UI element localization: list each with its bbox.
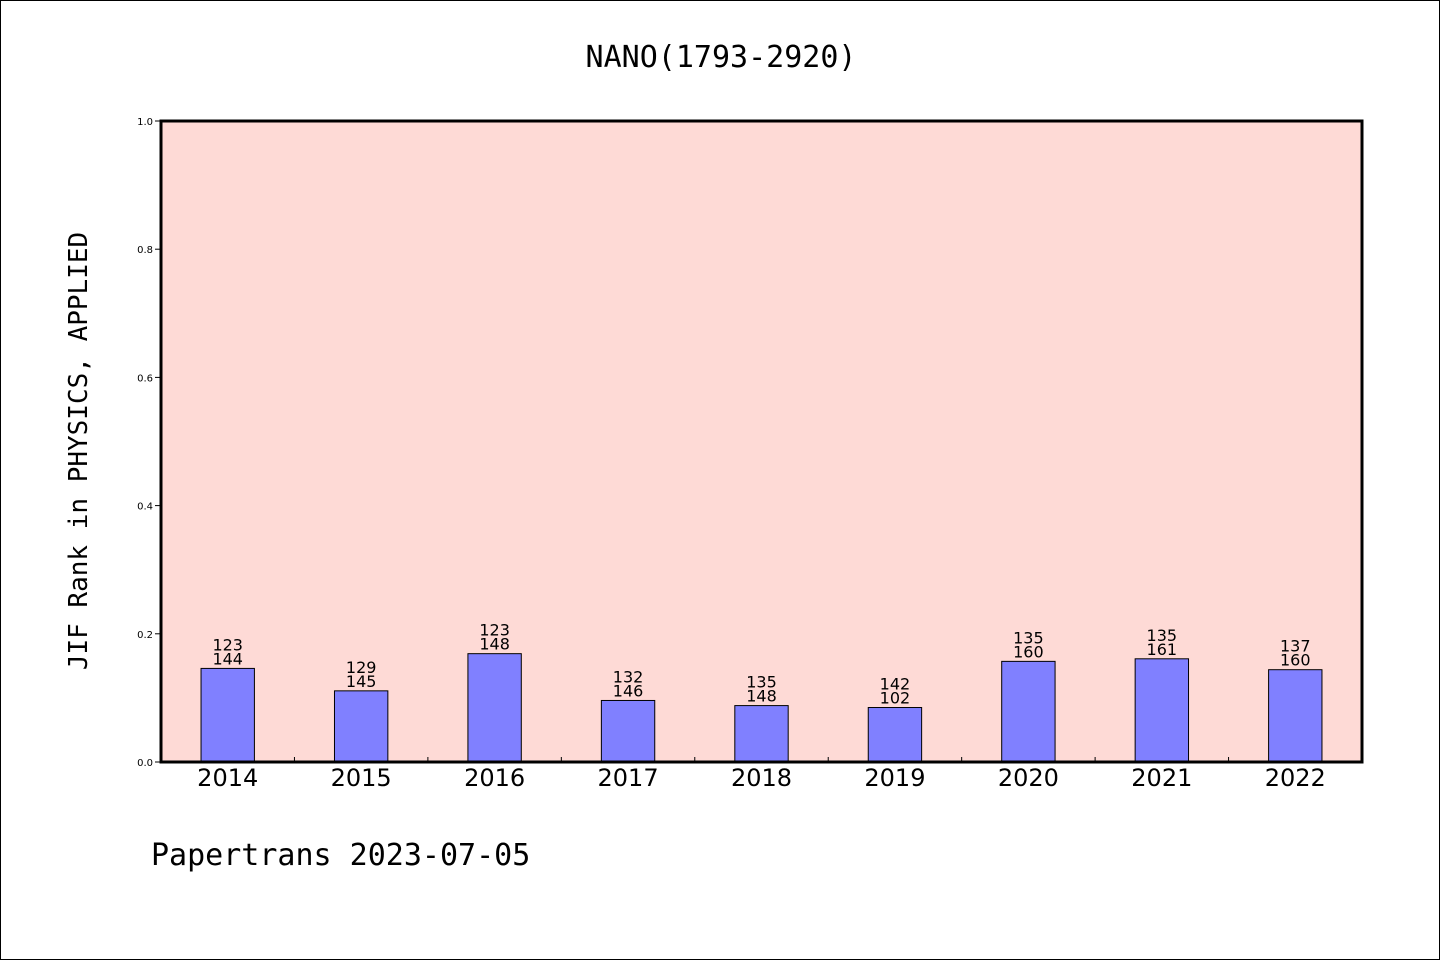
total-label: 148	[479, 635, 510, 654]
y-tick-label: 0.2	[137, 630, 153, 641]
bar-2018	[734, 705, 789, 763]
total-label: 144	[212, 649, 243, 668]
rank-label: 135	[1013, 628, 1044, 647]
rank-label: 129	[346, 658, 377, 677]
bar-2014	[200, 667, 255, 763]
bar-2019	[867, 707, 923, 763]
bar-2016	[467, 653, 522, 763]
total-label: 145	[346, 672, 377, 691]
x-tick-label: 2017	[598, 764, 659, 792]
x-tick-label: 2019	[864, 764, 925, 792]
bar-2021	[1134, 658, 1190, 763]
chart-title: NANO(1793-2920)	[586, 40, 857, 75]
x-tick-label: 2018	[731, 764, 792, 792]
y-tick-label: 0.4	[137, 502, 153, 513]
x-tick-label: 2021	[1131, 764, 1192, 792]
plot-frame	[159, 119, 1364, 764]
bar-2020	[1001, 660, 1056, 763]
x-tick-label: 2020	[998, 764, 1059, 792]
rank-label: 123	[479, 621, 510, 640]
rank-label: 137	[1280, 637, 1311, 656]
plot-area	[161, 121, 1362, 762]
rank-label: 142	[880, 675, 911, 694]
x-tick-label: 2014	[197, 764, 258, 792]
total-label: 160	[1013, 642, 1044, 661]
y-tick-label: 1.0	[137, 117, 153, 128]
total-label: 160	[1280, 651, 1311, 670]
x-tick-label: 2016	[464, 764, 525, 792]
total-label: 148	[746, 687, 777, 706]
rank-label: 135	[1147, 626, 1178, 645]
rank-label: 132	[613, 667, 644, 686]
x-tick-label: 2015	[331, 764, 392, 792]
y-tick-label: 0.8	[137, 245, 153, 256]
total-label: 146	[613, 681, 644, 700]
rank-label: 135	[746, 673, 777, 692]
y-axis-label: JIF Rank in PHYSICS, APPLIED	[64, 232, 94, 670]
total-label: 161	[1147, 640, 1178, 659]
x-tick-label: 2022	[1265, 764, 1326, 792]
footer-text: Papertrans 2023-07-05	[151, 838, 530, 873]
bars	[200, 653, 1323, 763]
rank-label: 123	[212, 635, 243, 654]
data-labels: 2014123144201512914520161231482017132146…	[197, 621, 1326, 792]
bar-2017	[600, 699, 656, 763]
total-label: 102	[880, 689, 911, 708]
y-tick-label: 0.6	[137, 373, 153, 384]
y-tick-label: 0.0	[137, 758, 153, 769]
bar-2022	[1268, 669, 1323, 763]
bar-2015	[333, 690, 389, 763]
